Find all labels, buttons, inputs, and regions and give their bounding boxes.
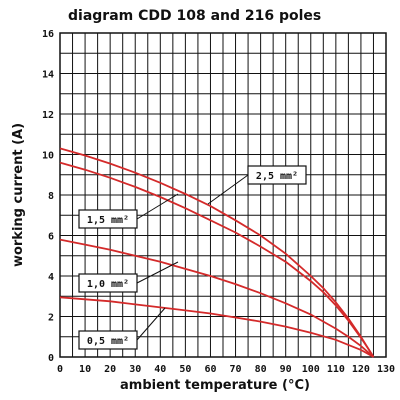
x-tick-label: 70	[230, 364, 242, 375]
label-box	[247, 165, 307, 185]
y-tick-label: 16	[42, 29, 54, 40]
y-tick-label: 12	[42, 110, 54, 121]
x-tick-label: 110	[327, 364, 345, 375]
series-label-2: 1,0 mm²	[78, 261, 179, 293]
grid	[59, 32, 387, 358]
x-tick-label: 90	[280, 364, 292, 375]
series-line-1	[59, 161, 375, 358]
tick-labels: 0 10 20 30 40 50 60 70 80 90 100 110 120 130 0 2 4 6 8 10 12…	[42, 29, 395, 375]
x-tick-label: 30	[129, 364, 141, 375]
y-tick-label: 0	[48, 353, 54, 364]
series-lines	[59, 147, 375, 358]
y-tick-label: 14	[42, 70, 54, 81]
x-tick-label: 120	[352, 364, 370, 375]
x-tick-label: 130	[377, 364, 395, 375]
leader-line	[207, 174, 249, 205]
x-tick-label: 20	[104, 364, 116, 375]
x-tick-label: 10	[79, 364, 91, 375]
x-axis-label: ambient temperature (°C)	[120, 378, 310, 393]
x-tick-label: 80	[255, 364, 267, 375]
x-tick-label: 40	[154, 364, 166, 375]
y-tick-label: 2	[48, 313, 54, 324]
series-label-3: 0,5 mm²	[78, 307, 166, 350]
x-tick-label: 100	[302, 364, 320, 375]
y-tick-label: 6	[48, 232, 54, 243]
series-line-3	[59, 296, 374, 358]
y-axis-label: working current (A)	[11, 123, 26, 267]
x-tick-label: 60	[204, 364, 216, 375]
x-tick-label: 50	[179, 364, 191, 375]
x-tick-label: 0	[57, 364, 63, 375]
series-label-text: 0,5 mm²	[87, 336, 129, 347]
leader-line	[136, 261, 179, 284]
series-line-2	[59, 238, 375, 358]
leader-line	[136, 193, 179, 220]
label-box	[78, 273, 138, 293]
series-label-text: 1,0 mm²	[87, 279, 129, 290]
series-label-text: 2,5 mm²	[256, 171, 298, 182]
chart-title: diagram CDD 108 and 216 poles	[68, 8, 321, 24]
series-label-text: 1,5 mm²	[87, 215, 129, 226]
series-line-0	[59, 147, 375, 358]
y-tick-label: 4	[48, 272, 54, 283]
label-box	[78, 209, 138, 229]
y-tick-label: 10	[42, 151, 54, 162]
leader-line	[136, 307, 166, 341]
series-labels: 2,5 mm² 1,5 mm² 1,0 mm² 0,5 mm²	[78, 165, 307, 350]
plot-frame	[59, 32, 387, 358]
series-label-1: 1,5 mm²	[78, 193, 179, 229]
series-label-0: 2,5 mm²	[207, 165, 307, 205]
label-box	[78, 330, 138, 350]
y-tick-label: 8	[48, 191, 54, 202]
